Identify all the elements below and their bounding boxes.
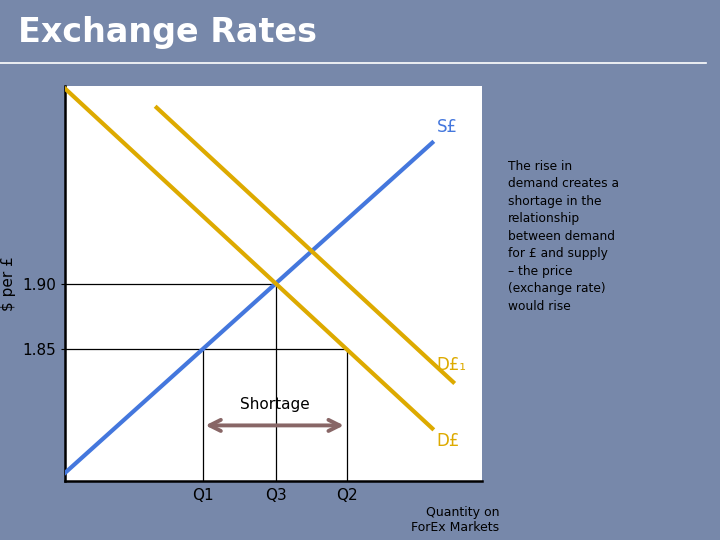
Text: Quantity on
ForEx Markets: Quantity on ForEx Markets xyxy=(411,506,499,534)
Text: Shortage: Shortage xyxy=(240,397,310,412)
Text: Exchange Rates: Exchange Rates xyxy=(18,16,317,49)
Text: D£₁: D£₁ xyxy=(436,356,467,374)
Text: S£: S£ xyxy=(436,118,457,136)
Text: The rise in
demand creates a
shortage in the
relationship
between demand
for £ a: The rise in demand creates a shortage in… xyxy=(508,160,619,313)
Text: D£: D£ xyxy=(436,433,460,450)
Y-axis label: $ per £: $ per £ xyxy=(1,256,17,311)
